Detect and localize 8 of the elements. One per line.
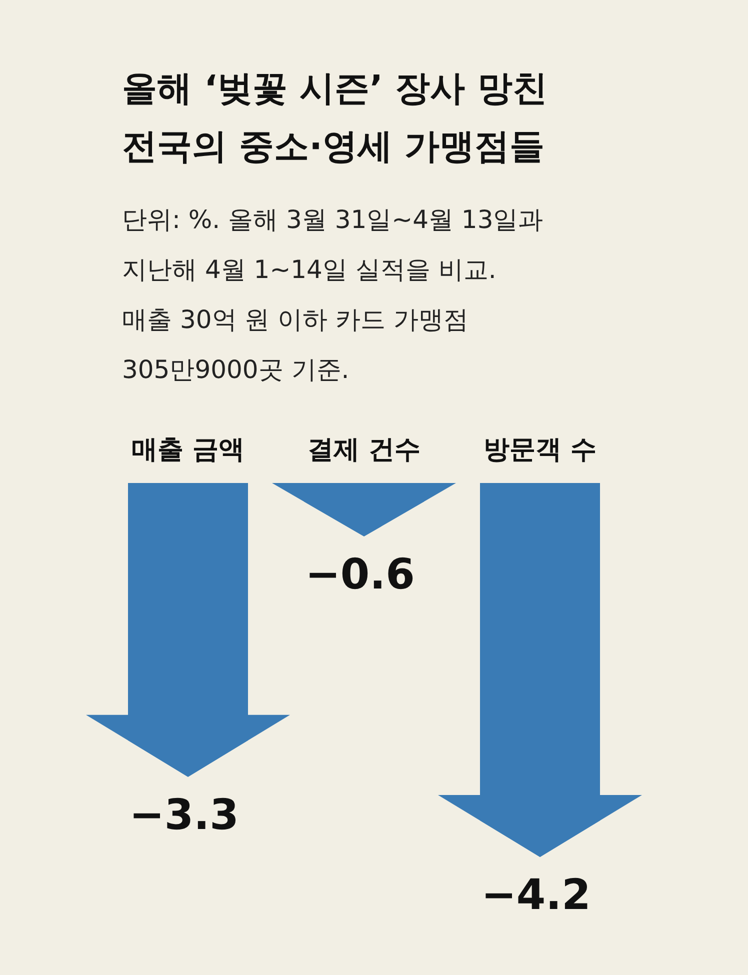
x-tick-label: 방문객 수 bbox=[483, 435, 597, 465]
chart-title: 올해 ‘벚꽃 시즌’ 장사 망친 전국의 중소·영세 가맹점들 bbox=[122, 69, 548, 167]
data-label: −0.6 bbox=[305, 549, 415, 598]
data-label: −3.3 bbox=[129, 790, 239, 839]
chart-subtitle: 단위: %. 올해 3월 31일~4월 13일과 지난해 4월 1~14일 실적을 비교. 매출 30억 원 이하 카드 가맹점 305만9000곳 기준. bbox=[122, 205, 544, 384]
data-label: −4.2 bbox=[481, 870, 591, 919]
x-tick-label: 결제 건수 bbox=[307, 435, 421, 465]
x-tick-label: 매출 금액 bbox=[131, 435, 245, 465]
